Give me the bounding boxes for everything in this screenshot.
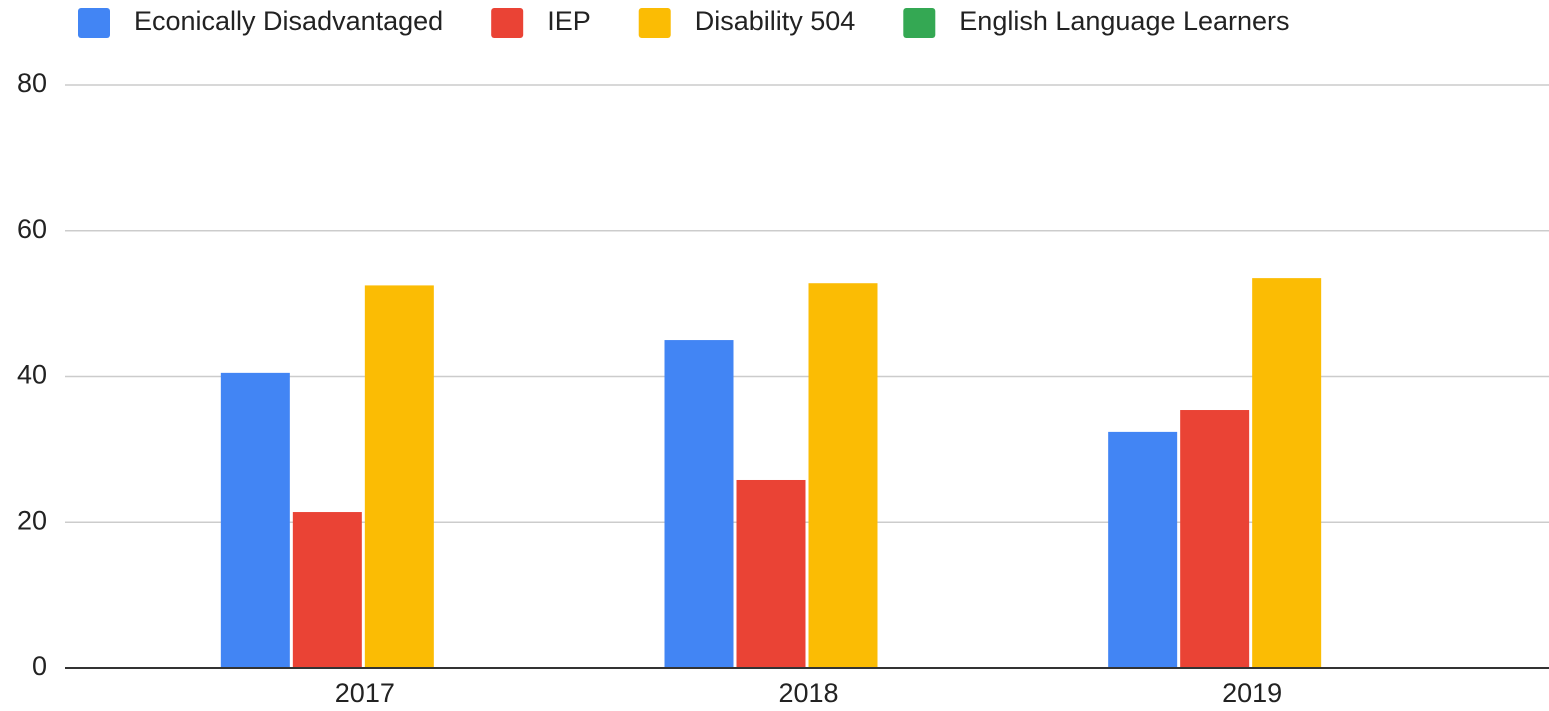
bar (220, 372, 290, 668)
y-tick-label: 60 (17, 214, 47, 244)
y-tick-label: 80 (17, 68, 47, 98)
bar (1252, 278, 1322, 668)
legend-swatch (638, 8, 671, 38)
x-tick-label: 2018 (778, 678, 838, 708)
legend-swatch (78, 8, 110, 38)
y-tick-label: 20 (17, 505, 47, 535)
bar (292, 512, 362, 668)
legend-label: English Language Learners (959, 6, 1289, 36)
legend-label: IEP (547, 6, 591, 36)
bar (1180, 410, 1250, 668)
bar (364, 285, 434, 668)
y-tick-label: 40 (17, 360, 47, 390)
x-tick-label: 2019 (1222, 678, 1282, 708)
bar (808, 283, 878, 668)
legend-label: Disability 504 (695, 6, 856, 36)
x-tick-label: 2017 (335, 678, 395, 708)
bar (1108, 431, 1178, 668)
y-tick-label: 0 (32, 651, 47, 681)
legend-swatch (903, 8, 936, 38)
bar (736, 479, 806, 668)
legend-label: Econically Disadvantaged (134, 6, 443, 36)
bar (664, 340, 734, 668)
legend-swatch (491, 8, 524, 38)
